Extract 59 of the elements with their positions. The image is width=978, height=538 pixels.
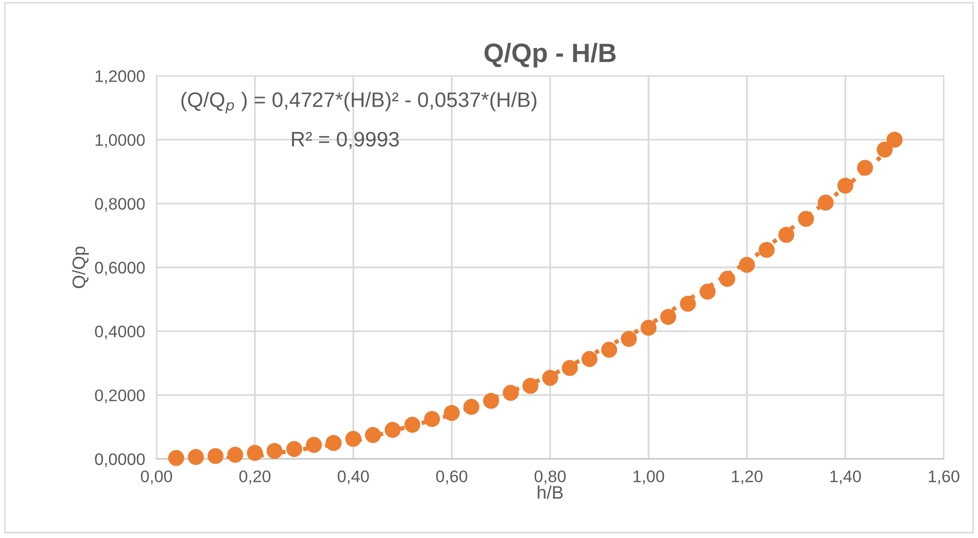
y-tick-label: 0,8000 [95,198,145,212]
point [640,320,657,336]
point [424,411,440,427]
x-tick-label: 0,60 [436,470,468,484]
y-tick-label: 1,2000 [96,70,145,84]
point [876,142,893,158]
x-tick-label: 1,00 [634,470,664,484]
point [660,308,676,325]
point [326,434,342,451]
y-tick-label: 1,0000 [96,134,145,148]
point [246,444,263,461]
x-tick-label: 1,20 [732,470,763,484]
y-tick-label: 0,4000 [95,326,145,340]
x-tick-label: 0,40 [338,470,369,484]
y-tick-label: 0,6000 [95,262,145,276]
x-tick-label: 0,00 [140,470,172,484]
point [404,416,420,433]
point [601,342,618,358]
point [208,448,224,464]
point [365,426,381,443]
x-tick-label: 1,60 [928,470,960,484]
x-axis-title: h/B [538,486,563,499]
point [384,422,401,438]
point [168,450,184,466]
point [188,449,204,465]
y-tick-label: 0,2000 [95,389,145,404]
point [857,160,874,176]
point [818,194,834,211]
point [758,242,775,258]
point [582,351,598,367]
point [463,398,480,415]
point [444,404,460,421]
y-tick-label: 0,0000 [95,453,145,468]
annotation: R² = 0,9993 [292,132,399,150]
point [266,442,283,459]
point [502,384,519,401]
point [778,226,794,243]
point [286,441,302,457]
point [700,284,716,300]
point [306,436,322,453]
point [522,378,538,394]
point [542,370,558,386]
point [837,178,854,194]
point [562,360,578,376]
y-axis-title: Q/Qp [72,246,89,288]
x-tick-label: 1,40 [830,470,861,484]
point [886,132,903,148]
annotation: (Q/Q$_{p}$ ) = 0,4727*(H/B)² - 0,0537*(H/B) [181,92,536,114]
point [738,256,755,273]
point [483,392,500,409]
point [680,296,696,312]
point [227,446,244,463]
x-tick-label: 0,80 [534,470,566,484]
point [345,430,362,447]
point [620,330,637,347]
chart-title: Q/Qp - H/B [484,42,616,68]
point [719,270,736,287]
x-tick-label: 0,20 [239,470,270,484]
point [798,210,814,227]
